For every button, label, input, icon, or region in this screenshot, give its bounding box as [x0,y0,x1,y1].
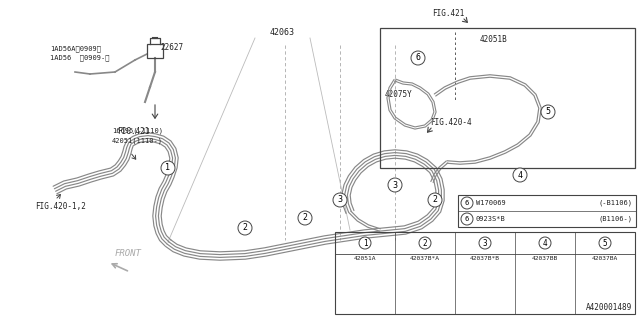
Circle shape [461,213,473,225]
Bar [335,232,635,314]
Text: 42037B*A: 42037B*A [410,256,440,261]
Circle shape [411,51,425,65]
Text: 1AD56Aを0909ん: 1AD56Aを0909ん [50,45,101,52]
Text: 42075Y: 42075Y [385,90,413,99]
Text: 6: 6 [415,53,420,62]
Bar [380,28,635,168]
Circle shape [599,237,611,249]
Text: 2: 2 [243,223,248,233]
Circle shape [298,211,312,225]
Circle shape [419,237,431,249]
Text: 42037BA: 42037BA [592,256,618,261]
Text: 3: 3 [392,180,397,189]
Text: 42051(1110-): 42051(1110-) [112,138,163,145]
Text: 5: 5 [603,238,607,247]
Circle shape [539,237,551,249]
Bar [147,44,163,58]
Circle shape [461,197,473,209]
Text: A420001489: A420001489 [586,303,632,312]
Text: 5: 5 [545,108,550,116]
Text: 16695(-1110): 16695(-1110) [112,128,163,134]
Text: 42051B: 42051B [480,35,508,44]
Text: 1AD56  を0909-ん: 1AD56 を0909-ん [50,54,109,60]
Text: 2: 2 [433,196,438,204]
Text: 0923S*B: 0923S*B [476,216,506,222]
Text: 22627: 22627 [160,44,183,52]
Text: (-B1106): (-B1106) [599,200,633,206]
Text: 3: 3 [483,238,487,247]
Text: FIG.421: FIG.421 [432,9,465,18]
Text: 2: 2 [422,238,428,247]
Text: 6: 6 [465,216,469,222]
Text: 42051A: 42051A [354,256,376,261]
Circle shape [541,105,555,119]
Text: FIG.421: FIG.421 [117,127,149,136]
Text: W170069: W170069 [476,200,506,206]
Text: 4: 4 [518,171,522,180]
Text: 1: 1 [166,164,170,172]
Circle shape [428,193,442,207]
Circle shape [238,221,252,235]
Text: 2: 2 [303,213,307,222]
Text: 6: 6 [465,200,469,206]
Circle shape [161,161,175,175]
Text: 42037BB: 42037BB [532,256,558,261]
Text: 42037B*B: 42037B*B [470,256,500,261]
Text: 1: 1 [363,238,367,247]
Circle shape [479,237,491,249]
Circle shape [513,168,527,182]
Bar [458,195,636,227]
Text: FIG.420-4: FIG.420-4 [430,118,472,127]
Text: (B1106-): (B1106-) [599,216,633,222]
Text: 4: 4 [543,238,547,247]
Text: 42063: 42063 [269,28,294,37]
Text: 3: 3 [337,196,342,204]
Text: FRONT: FRONT [115,249,142,258]
Text: FIG.420-1,2: FIG.420-1,2 [35,202,86,211]
Circle shape [333,193,347,207]
Circle shape [359,237,371,249]
Circle shape [388,178,402,192]
